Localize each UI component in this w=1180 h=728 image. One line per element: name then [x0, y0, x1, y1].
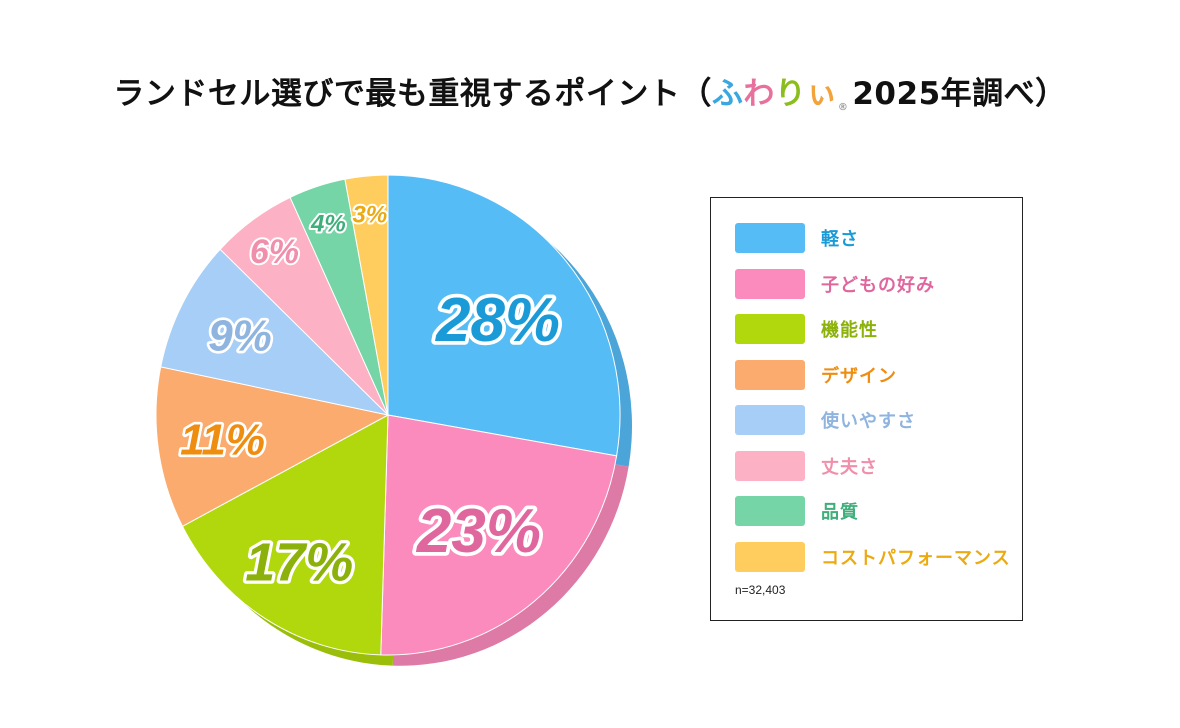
legend-item: デザイン: [735, 359, 897, 391]
legend-item: 機能性: [735, 313, 878, 345]
legend-item: 子どもの好み: [735, 268, 935, 300]
legend-swatch: [735, 314, 805, 344]
slice-percent-label: 11%: [180, 416, 265, 465]
brand-char: り: [774, 76, 807, 112]
slice-percent-label: 23%: [416, 497, 541, 566]
legend-item: 使いやすさ: [735, 404, 916, 436]
legend-label: 丈夫さ: [821, 456, 878, 478]
legend-item: コストパフォーマンス: [735, 541, 1011, 573]
legend-item: 軽さ: [735, 222, 859, 254]
legend-label: 品質: [821, 502, 859, 523]
pie-chart: 28% 23% 17% 11% 9% 6% 4% 3%: [155, 174, 632, 666]
legend-swatch: [735, 223, 805, 253]
legend-swatch: [735, 359, 805, 390]
brand-char: ぃ: [806, 76, 838, 112]
title-prefix: ランドセル選びで最も重視するポイント（: [113, 76, 712, 112]
title-suffix: 2025年調べ）: [852, 76, 1067, 112]
slice-percent-label: 17%: [245, 532, 353, 592]
legend-swatch: [735, 450, 805, 481]
slice-percent-label: 9%: [208, 311, 272, 360]
page-title: ランドセル選びで最も重視するポイント（ふわりぃ® 2025年調べ）: [0, 68, 1180, 113]
pie-slice: [155, 366, 390, 527]
legend-label: デザイン: [821, 365, 897, 387]
brand-logo: ふわりぃ: [712, 76, 838, 112]
pie-slice: [387, 174, 621, 457]
pie-slice: [160, 248, 390, 416]
slice-percent-label: 6%: [250, 233, 299, 271]
legend-label: 子どもの好み: [821, 274, 935, 296]
legend-item: 丈夫さ: [735, 450, 878, 482]
legend-label: 機能性: [821, 320, 878, 341]
legend-label: コストパフォーマンス: [821, 547, 1011, 569]
slice-percent-label: 3%: [352, 202, 387, 229]
sample-size-note: n=32,403: [735, 583, 786, 597]
legend-label: 軽さ: [821, 229, 859, 250]
legend-swatch: [735, 496, 805, 526]
legend-label: 使いやすさ: [821, 411, 916, 432]
slice-percent-label: 28%: [435, 286, 560, 355]
legend-swatch: [735, 268, 805, 299]
legend-swatch: [735, 405, 805, 435]
legend-swatch: [735, 541, 805, 572]
pie-slice: [380, 414, 618, 656]
legend-item: 品質: [735, 495, 859, 527]
brand-char: ふ: [711, 76, 744, 112]
legend: 軽さ子どもの好み 機能性デザイン使いやすさ丈夫さ品質コストパフォーマンス n=32…: [710, 197, 1023, 621]
pie-slice: [181, 414, 389, 656]
brand-char: わ: [743, 76, 775, 112]
pie-slice: [344, 174, 389, 416]
registered-mark: ®: [837, 102, 849, 113]
slice-percent-label: 4%: [310, 210, 346, 237]
